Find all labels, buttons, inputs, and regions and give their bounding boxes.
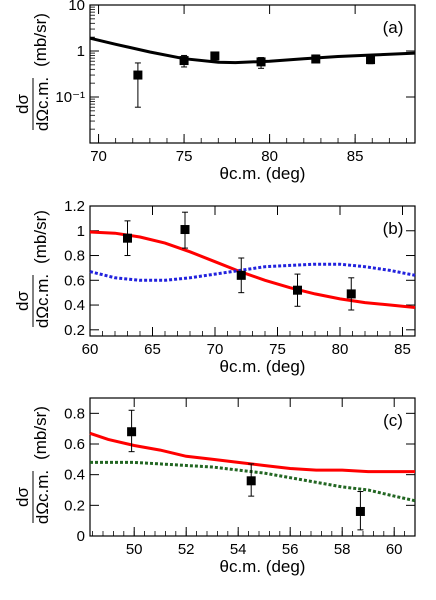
panel-2-y-axis-unit: (mb/sr) bbox=[31, 210, 50, 264]
panel-2-y-axis-title-numerator: dσ bbox=[13, 291, 32, 311]
panel-1-data-point bbox=[366, 55, 376, 65]
panel-2-y-tick-label: 1.2 bbox=[64, 198, 85, 215]
panel-2-panel-label: (b) bbox=[383, 219, 404, 238]
panel-1-data-point bbox=[210, 51, 220, 61]
panel-3-y-tick-label: 0.4 bbox=[64, 467, 85, 484]
panel-2-curve-1 bbox=[89, 230, 416, 309]
panel-1-y-axis-unit: (mb/sr) bbox=[31, 13, 50, 67]
panel-2-y-tick-label: 1 bbox=[77, 223, 85, 240]
panel-3-data-point bbox=[355, 506, 365, 516]
panel-1-x-tick-label: 80 bbox=[261, 148, 278, 165]
panel-2-y-tick-label: 0.8 bbox=[64, 248, 85, 265]
panel-2-x-tick-label: 60 bbox=[82, 341, 99, 358]
panel-1-y-tick-label: 10⁻¹ bbox=[55, 89, 85, 106]
panel-3-y-tick-label: 0.6 bbox=[64, 436, 85, 453]
panel-2-data-point bbox=[123, 233, 132, 243]
panel-2-y-axis-title-denominator: dΩc.m. bbox=[33, 274, 52, 328]
panel-3-y-tick-label: 0.8 bbox=[64, 405, 85, 422]
panel-3-y-tick-label: 0 bbox=[77, 528, 85, 545]
panel-1-y-tick-label: 1 bbox=[77, 43, 85, 60]
panel-2-x-tick-label: 85 bbox=[394, 341, 411, 358]
panel-2-data-point bbox=[293, 285, 302, 295]
panel-1-data-point bbox=[311, 54, 321, 64]
panel-2-y-tick-label: 0.2 bbox=[64, 322, 85, 339]
panel-3-y-axis-title-numerator: dσ bbox=[13, 487, 32, 507]
panel-1-x-tick-label: 75 bbox=[176, 148, 193, 165]
panel-1-x-tick-label: 70 bbox=[90, 148, 107, 165]
panel-2-curve-2 bbox=[89, 262, 416, 282]
panel-3-x-tick-label: 58 bbox=[334, 541, 351, 558]
panel-1-data-point bbox=[133, 70, 143, 80]
panel-3-x-tick-label: 54 bbox=[230, 541, 247, 558]
panel-3-data-point bbox=[246, 476, 256, 486]
panel-2-y-tick-label: 0.6 bbox=[64, 272, 85, 289]
panel-3-y-axis-title-denominator: dΩc.m. bbox=[33, 470, 52, 524]
panel-3-curve-1 bbox=[89, 431, 415, 474]
panel-1-data-point bbox=[256, 57, 266, 67]
panel-1-y-axis-title-numerator: dσ bbox=[13, 94, 32, 114]
panel-2-x-tick-label: 80 bbox=[332, 341, 349, 358]
panel-2-plot-frame bbox=[89, 205, 416, 337]
panel-2-x-tick-label: 70 bbox=[207, 341, 224, 358]
panel-2-data-point bbox=[346, 289, 356, 299]
panel-1-panel-label: (a) bbox=[383, 18, 404, 37]
panel-1-y-tick-label: 10 bbox=[68, 0, 85, 14]
panel-2-x-tick-label: 75 bbox=[269, 341, 286, 358]
panel-3-plot-frame bbox=[89, 397, 416, 537]
panel-3-x-tick-label: 50 bbox=[126, 541, 143, 558]
panel-2-x-axis-title: θc.m. (deg) bbox=[220, 357, 306, 376]
panel-3-x-tick-label: 52 bbox=[178, 541, 195, 558]
panel-3-x-tick-label: 56 bbox=[282, 541, 299, 558]
panel-2-y-tick-label: 0.4 bbox=[64, 297, 85, 314]
panel-1-curve-1 bbox=[89, 36, 416, 65]
panel-1-x-axis-title: θc.m. (deg) bbox=[220, 164, 306, 183]
panel-3-x-axis-title: θc.m. (deg) bbox=[220, 557, 306, 576]
panel-2-data-point bbox=[180, 225, 190, 235]
panel-3-data-point bbox=[127, 427, 137, 437]
panel-2-data-point bbox=[236, 270, 246, 280]
panel-1-x-tick-label: 85 bbox=[347, 148, 364, 165]
panel-2-x-tick-label: 65 bbox=[144, 341, 161, 358]
panel-3-x-tick-label: 60 bbox=[386, 541, 403, 558]
panel-3-panel-label: (c) bbox=[383, 411, 403, 430]
panel-3-y-tick-label: 0.2 bbox=[64, 497, 85, 514]
panel-1-y-axis-title-denominator: dΩc.m. bbox=[33, 77, 52, 131]
panel-1-data-point bbox=[179, 56, 189, 66]
panel-3-y-axis-unit: (mb/sr) bbox=[31, 406, 50, 460]
